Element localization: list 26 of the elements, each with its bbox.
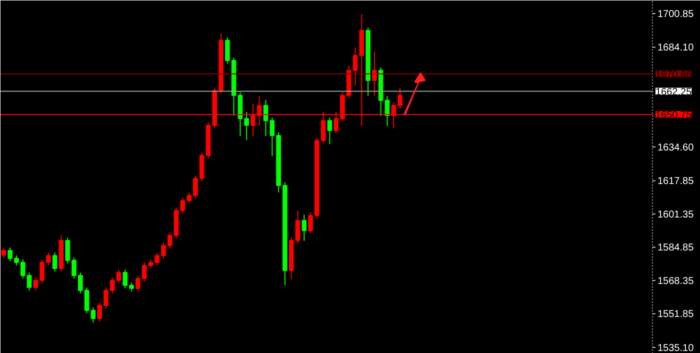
candlestick xyxy=(72,256,76,280)
y-tick-label: 1634.60 xyxy=(658,142,694,154)
candlestick xyxy=(129,282,134,292)
candlestick xyxy=(372,50,377,96)
candlestick xyxy=(1,247,6,258)
candlestick xyxy=(104,286,108,310)
candlestick xyxy=(65,236,70,264)
ref-line-label: 1670.86 xyxy=(656,69,692,80)
candlestick xyxy=(97,302,102,322)
y-tick-label: 1535.10 xyxy=(658,342,694,353)
candlestick xyxy=(193,174,198,200)
y-tick-label: 1568.35 xyxy=(658,276,694,287)
y-tick-label: 1617.85 xyxy=(658,176,694,188)
y-tick-label: 1684.10 xyxy=(658,42,694,54)
candlestick xyxy=(302,214,307,242)
candlestick xyxy=(90,306,96,323)
y-tick-label: 1601.35 xyxy=(658,209,694,220)
ref-line-label: 1650.75 xyxy=(656,110,692,121)
candlestick xyxy=(308,212,313,234)
y-tick-label: 1551.85 xyxy=(658,309,694,320)
ref-line-label: 1662.25 xyxy=(656,86,692,98)
y-tick-label: 1700.85 xyxy=(658,8,694,20)
y-tick-label: 1584.85 xyxy=(658,242,694,254)
candlestick xyxy=(122,268,128,289)
candlestick xyxy=(52,252,58,272)
candlestick xyxy=(327,117,332,145)
